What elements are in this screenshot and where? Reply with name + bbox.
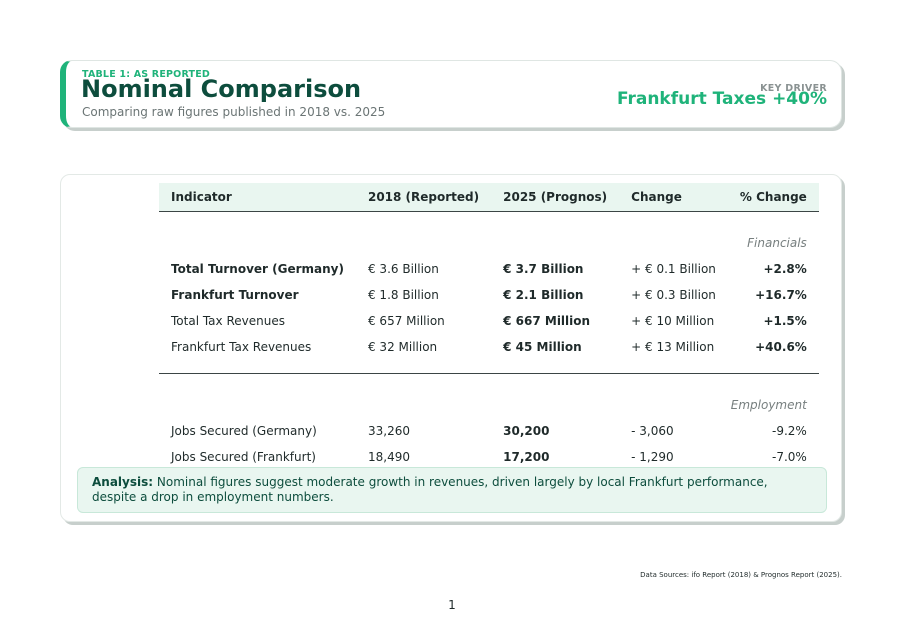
cell-pct-change: +16.7% [755, 288, 807, 302]
cell-pct-change: +2.8% [763, 262, 807, 276]
table-row: Total Tax Revenues € 657 Million € 667 M… [159, 308, 819, 334]
divider-line [159, 360, 819, 374]
comparison-table: Indicator 2018 (Reported) 2025 (Prognos)… [159, 183, 819, 470]
section-label: Employment [730, 398, 807, 412]
cell-change: + € 0.1 Billion [631, 262, 716, 276]
cell-2025: € 667 Million [503, 314, 591, 328]
cell-change: + € 0.3 Billion [631, 288, 716, 302]
cell-2018: 18,490 [367, 450, 410, 464]
column-header-2018: 2018 (Reported) [355, 183, 492, 212]
cell-2025: 30,200 [503, 424, 550, 438]
cell-change: - 3,060 [631, 424, 674, 438]
cell-2025: € 2.1 Billion [503, 288, 584, 302]
column-header-2025: 2025 (Prognos) [491, 183, 620, 212]
cell-change: + € 13 Million [631, 340, 715, 354]
cell-indicator: Frankfurt Tax Revenues [171, 340, 312, 354]
table-card: Indicator 2018 (Reported) 2025 (Prognos)… [60, 174, 842, 522]
cell-2018: € 32 Million [367, 340, 438, 354]
table-row: Jobs Secured (Frankfurt) 18,490 17,200 -… [159, 444, 819, 470]
cell-indicator: Total Tax Revenues [171, 314, 285, 328]
page-number: 1 [448, 598, 456, 612]
header-card: TABLE 1: AS REPORTED Nominal Comparison … [60, 60, 842, 128]
table-row: Total Turnover (Germany) € 3.6 Billion €… [159, 256, 819, 282]
cell-2018: € 1.8 Billion [367, 288, 439, 302]
cell-pct-change: -9.2% [771, 424, 807, 438]
cell-indicator: Jobs Secured (Frankfurt) [171, 450, 316, 464]
section-divider [159, 360, 819, 374]
cell-2025: 17,200 [503, 450, 550, 464]
page-title: Nominal Comparison [81, 75, 362, 103]
cell-pct-change: +40.6% [755, 340, 807, 354]
table-header-row: Indicator 2018 (Reported) 2025 (Prognos)… [159, 183, 819, 212]
table-label: TABLE 1: AS REPORTED [82, 69, 210, 80]
key-driver-value: Frankfurt Taxes +40% [616, 89, 827, 109]
cell-change: - 1,290 [631, 450, 674, 464]
table-row: Frankfurt Tax Revenues € 32 Million € 45… [159, 334, 819, 360]
table-row: Jobs Secured (Germany) 33,260 30,200 - 3… [159, 418, 819, 444]
key-driver-label: KEY DRIVER [760, 83, 827, 94]
section-row-employment: Employment [159, 374, 819, 419]
cell-indicator: Frankfurt Turnover [171, 288, 299, 302]
column-header-indicator: Indicator [159, 183, 356, 212]
cell-pct-change: +1.5% [763, 314, 807, 328]
cell-pct-change: -7.0% [771, 450, 807, 464]
section-label: Financials [747, 236, 807, 250]
cell-2025: € 45 Million [503, 340, 582, 354]
cell-indicator: Jobs Secured (Germany) [171, 424, 317, 438]
page-description: Comparing raw figures published in 2018 … [82, 105, 386, 119]
table-row: Frankfurt Turnover € 1.8 Billion € 2.1 B… [159, 282, 819, 308]
column-header-pct-change: % Change [727, 183, 819, 212]
analysis-text: Nominal figures suggest moderate growth … [92, 475, 768, 504]
analysis-label: Analysis: [92, 475, 154, 489]
cell-2018: 33,260 [367, 424, 410, 438]
column-header-change: Change [619, 183, 728, 212]
cell-change: + € 10 Million [631, 314, 715, 328]
cell-2025: € 3.7 Billion [503, 262, 584, 276]
section-row-financials: Financials [159, 212, 819, 257]
cell-indicator: Total Turnover (Germany) [171, 262, 344, 276]
cell-2018: € 657 Million [367, 314, 445, 328]
data-sources: Data Sources: ifo Report (2018) & Progno… [640, 571, 842, 579]
cell-2018: € 3.6 Billion [367, 262, 439, 276]
analysis-box: Analysis: Nominal figures suggest modera… [77, 467, 827, 513]
